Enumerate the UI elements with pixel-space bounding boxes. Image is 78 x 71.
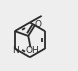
Text: OH: OH <box>26 46 39 55</box>
Text: N: N <box>12 47 19 56</box>
Text: O: O <box>35 20 42 29</box>
